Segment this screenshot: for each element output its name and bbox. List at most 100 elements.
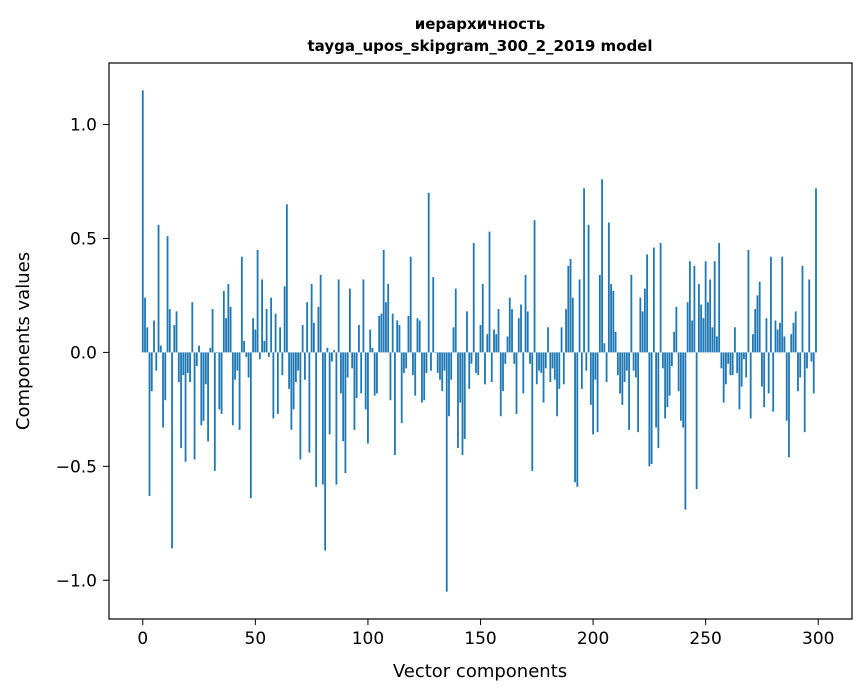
bar-169 (522, 352, 525, 394)
bar-16 (177, 352, 180, 383)
bar-267 (743, 352, 745, 360)
bar-69 (297, 352, 300, 371)
bar-73 (306, 302, 309, 353)
bar-26 (200, 352, 203, 426)
bar-273 (756, 295, 759, 353)
bar-206 (605, 352, 608, 383)
bar-187 (562, 352, 565, 385)
bar-56 (267, 352, 270, 357)
bar-290 (794, 311, 797, 353)
bar-243 (688, 261, 691, 353)
y-tick-label: −1.0 (56, 571, 97, 591)
bar-259 (725, 352, 727, 385)
bar-191 (571, 297, 574, 353)
bar-166 (515, 352, 518, 414)
bar-101 (369, 329, 372, 353)
bar-280 (772, 352, 775, 412)
bar-135 (445, 352, 448, 592)
bar-157 (495, 334, 498, 353)
bar-143 (463, 352, 466, 439)
bar-100 (367, 352, 369, 444)
bar-153 (486, 334, 489, 353)
bar-142 (461, 352, 464, 455)
bar-53 (261, 279, 263, 353)
bar-131 (436, 352, 439, 373)
bar-279 (770, 256, 772, 353)
bar-137 (450, 352, 453, 380)
bar-76 (312, 322, 315, 353)
bar-83 (328, 352, 331, 435)
x-tick-label: 250 (689, 629, 721, 649)
x-tick-label: 100 (352, 629, 384, 649)
bar-256 (718, 243, 721, 353)
bar-40 (231, 352, 234, 426)
bar-168 (520, 304, 522, 353)
bar-41 (234, 352, 236, 380)
bar-105 (378, 315, 381, 353)
bar-106 (380, 313, 383, 353)
bar-6 (155, 352, 158, 371)
bar-60 (276, 352, 279, 414)
bar-102 (371, 347, 374, 353)
chart-title: иерархичность (415, 15, 546, 33)
bar-244 (691, 320, 694, 353)
bar-140 (457, 352, 459, 449)
bar-128 (430, 352, 432, 371)
bar-183 (553, 352, 556, 380)
bar-171 (526, 311, 529, 353)
bar-147 (472, 243, 475, 353)
bar-274 (758, 281, 761, 353)
bar-237 (675, 306, 678, 353)
bar-212 (619, 352, 621, 394)
bar-289 (792, 322, 795, 353)
bar-103 (373, 352, 376, 396)
bar-87 (337, 279, 340, 353)
bar-31 (211, 309, 214, 353)
bar-126 (425, 352, 428, 373)
bar-30 (209, 347, 212, 353)
bar-104 (376, 352, 378, 394)
bar-95 (355, 352, 358, 398)
bar-223 (643, 288, 646, 353)
bar-150 (479, 325, 482, 353)
bar-2 (146, 327, 149, 353)
bar-18 (182, 352, 185, 376)
bar-248 (700, 304, 703, 353)
bar-271 (752, 334, 754, 353)
bar-123 (418, 320, 421, 353)
bar-44 (240, 256, 243, 353)
bar-296 (808, 279, 811, 353)
bar-80 (321, 352, 324, 485)
bar-113 (396, 320, 399, 353)
bar-207 (607, 222, 610, 353)
bar-75 (310, 284, 313, 353)
bar-178 (542, 352, 545, 403)
bar-238 (677, 352, 680, 392)
bar-246 (695, 352, 698, 490)
bar-109 (387, 284, 390, 353)
bar-233 (666, 352, 669, 408)
bar-251 (707, 302, 709, 353)
bar-226 (650, 352, 653, 465)
bar-96 (358, 325, 360, 353)
bar-39 (229, 306, 232, 353)
bar-111 (391, 313, 394, 353)
bar-149 (477, 352, 480, 376)
bar-278 (767, 352, 770, 394)
bar-222 (641, 311, 644, 353)
bar-292 (799, 352, 802, 378)
bar-38 (227, 284, 230, 353)
bar-253 (711, 327, 714, 353)
bar-70 (299, 352, 302, 460)
bar-217 (630, 274, 633, 353)
bar-86 (335, 352, 338, 485)
bar-291 (797, 352, 799, 392)
bar-72 (303, 352, 306, 380)
bar-266 (740, 352, 743, 387)
bar-258 (722, 352, 725, 403)
bar-254 (713, 261, 716, 353)
bar-231 (661, 352, 664, 369)
bar-276 (763, 352, 766, 408)
bar-173 (531, 352, 534, 471)
